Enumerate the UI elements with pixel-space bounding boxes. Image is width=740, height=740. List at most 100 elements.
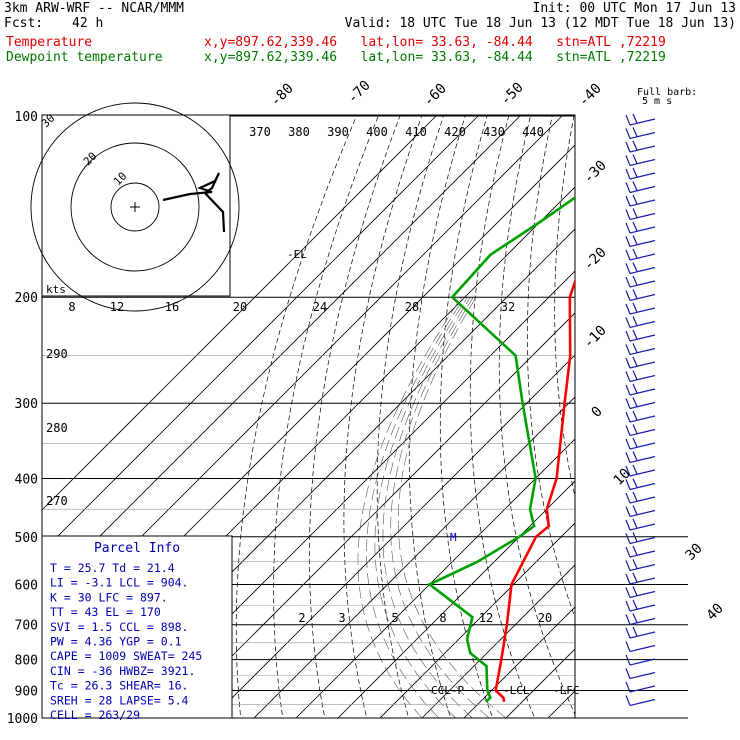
wind-barb [625,329,656,342]
wind-barb-shaft [629,280,656,288]
wind-barb [625,451,656,464]
level-label: -LFC [553,684,580,697]
wind-barb [625,235,656,248]
dry-adiabat [343,115,423,718]
wind-barb-shaft [629,374,656,383]
moist-adiabat [366,297,465,718]
wind-barb-flag [632,167,638,178]
wind-barb-shaft [629,523,656,531]
moist-adiabat [397,297,507,718]
wind-barb [625,586,656,599]
wind-barb-shaft [629,320,656,329]
pressure-tick-label: 400 [15,472,38,487]
pressure-tick-label: 900 [15,684,38,699]
hodograph-speed-label: 16 [165,300,179,314]
theta-label: 290 [46,347,68,361]
full-barb-value: 5 m s [642,96,672,107]
wind-barb-flag [625,371,631,382]
dry-adiabat [726,116,740,731]
isotherm [253,396,575,718]
isotherm [590,116,740,718]
wind-barb [625,181,656,194]
hodograph-speed-label: 20 [233,300,247,314]
wind-barb-flag [625,249,631,261]
parcel-info-box [41,535,233,719]
wind-barb-flag [625,695,631,706]
el-marker: -EL [287,248,307,261]
wind-barb [625,302,656,315]
mixing-ratio-label: 2 [298,611,305,625]
theta-label: 420 [444,125,466,139]
wind-barb [625,383,656,396]
wind-barb [625,140,656,153]
dewpoint-curve [427,196,575,703]
wind-barb-shaft [629,644,656,653]
dry-adiabat [656,116,740,731]
wind-barb-flag [632,329,638,340]
isotherm [42,115,437,511]
wind-barb-flag [625,344,631,355]
wind-barb-shaft [629,685,656,693]
wind-barb-flag [632,221,638,232]
wind-barb [625,275,656,288]
isotherm [295,438,575,718]
wind-barb-flag [625,168,631,180]
isotherm-label: -30 [581,158,610,187]
hodograph-speed-label: 8 [68,300,75,314]
moist-adiabat [382,297,473,718]
wind-barb-flag [632,316,638,326]
isotherm [505,648,575,718]
fcst-label: Fcst: [4,16,44,31]
wind-barb-flag [625,276,631,288]
wind-barb-shaft [629,550,656,558]
wind-barb [625,127,656,140]
wind-barb-flag [625,600,631,612]
wind-barb [625,289,656,302]
wind-barb-shaft [629,253,656,261]
isotherm-label: 30 [683,541,706,564]
dry-adiabat [408,115,466,718]
wind-barb-shaft [629,469,656,477]
moist-adiabat [374,297,468,718]
wind-barb-flag [625,290,631,301]
wind-barb-shaft [629,631,656,639]
wind-barb-shaft [629,158,656,167]
wind-barb [625,343,656,356]
isotherm-label: -20 [581,245,610,274]
dewpoint-point-info: x,y=897.62,339.46 lat,lon= 33.63, -84.44… [204,50,666,65]
theta-label: 390 [327,125,349,139]
wind-barb [625,654,656,666]
wind-barb-flag [625,222,631,234]
mixing-ratio-label: 5 [391,611,398,625]
wind-barb-flag [625,317,631,328]
isotherm [42,115,521,595]
isotherm-label: 0 [589,404,606,421]
wind-barb-flag [625,195,631,207]
isotherm [547,690,575,718]
wind-barb-flag [625,546,631,558]
wind-barb-flag [632,302,638,313]
wind-barb [625,545,656,558]
wind-barb-flag [632,599,638,610]
hodograph-speed-label: 28 [405,300,419,314]
wind-barb-flag [632,626,638,637]
dry-adiabat [309,115,401,718]
wind-barb-flag [632,208,638,218]
parcel-info-title: Parcel Info [94,541,180,556]
dry-adiabat [498,115,575,716]
wind-barb-shaft [629,266,656,275]
wind-barb [625,397,656,410]
wind-barb-shaft [629,671,656,680]
isotherm-label: -40 [576,81,605,110]
wind-barb-shaft [629,239,656,248]
wind-barb-flag [632,140,638,151]
wind-barb-shaft [629,226,656,234]
parcel-info-row: SREH = 28 LAPSE= 5.4 [50,693,189,707]
parcel-info-row: LI = -3.1 LCL = 904. [50,576,188,590]
wind-barb-flag [625,492,631,504]
pressure-tick-label: 100 [15,110,38,125]
temperature-point-info: x,y=897.62,339.46 lat,lon= 33.63, -84.44… [204,35,666,50]
wind-barb-shaft [629,118,656,126]
wind-barb [625,626,656,639]
wind-barb-flag [625,614,631,625]
